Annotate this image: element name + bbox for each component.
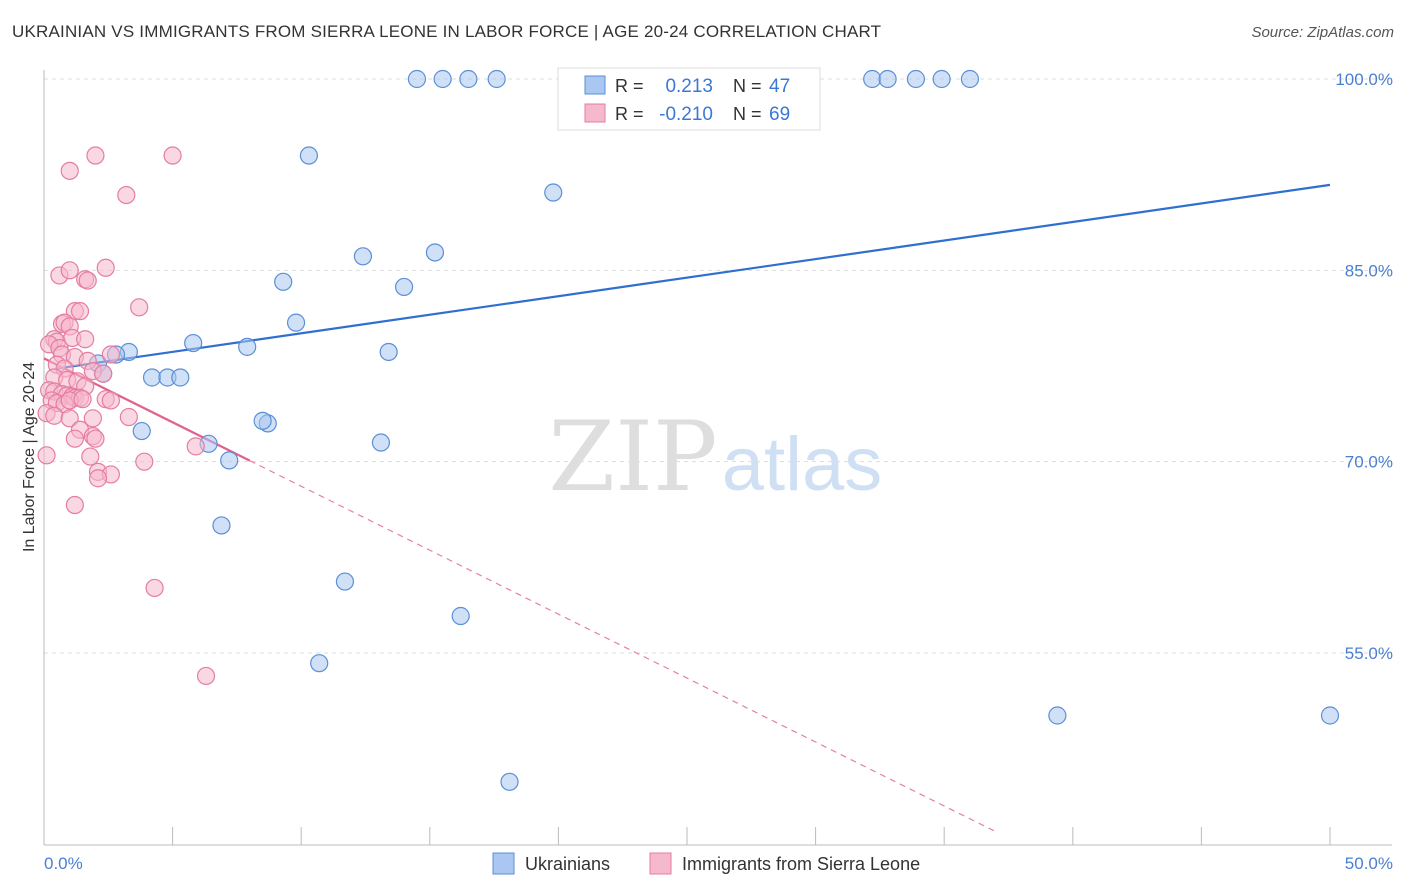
point-sierra-leone [60,161,79,180]
point-sierra-leone [83,409,102,428]
stats-n-label-blue: N = [733,76,762,96]
y-tick-label: 100.0% [1335,70,1393,89]
point-ukrainians [1048,706,1067,725]
point-ukrainians [274,272,293,291]
point-sierra-leone [117,185,136,205]
point-ukrainians [132,421,151,441]
point-sierra-leone [76,330,95,349]
point-ukrainians [286,313,306,332]
series-legend: Ukrainians Immigrants from Sierra Leone [492,852,920,875]
point-sierra-leone [65,429,84,448]
point-ukrainians [171,368,190,387]
stats-swatch-pink [584,103,606,123]
point-sierra-leone [96,258,115,277]
point-sierra-leone [81,447,100,466]
point-sierra-leone [94,364,113,383]
point-ukrainians [220,451,239,470]
point-ukrainians [394,277,414,297]
point-ukrainians [544,183,563,202]
point-ukrainians [451,606,470,626]
point-sierra-leone [101,391,120,410]
chart-title: UKRAINIAN VS IMMIGRANTS FROM SIERRA LEON… [12,22,882,41]
point-sierra-leone [119,407,138,427]
grid-lines [44,78,1392,654]
x-tick-label-min: 0.0% [44,854,83,873]
point-sierra-leone [78,271,97,290]
stats-r-value-blue: 0.213 [665,76,713,97]
stats-n-value-blue: 47 [769,76,790,97]
legend-label-ukrainians: Ukrainians [525,854,610,874]
point-ukrainians [335,572,355,591]
point-sierra-leone [145,578,164,598]
point-ukrainians [433,69,452,89]
watermark-zip: ZIP [548,401,717,513]
point-ukrainians [878,69,897,89]
point-ukrainians [212,516,231,535]
stats-r-value-pink: -0.210 [659,104,713,125]
point-sierra-leone [70,302,90,321]
point-ukrainians [487,69,506,89]
watermark: ZIP atlas [548,401,882,513]
point-ukrainians [299,146,319,165]
point-ukrainians [425,243,445,262]
point-sierra-leone [135,452,154,471]
data-points [37,69,1340,791]
point-sierra-leone [37,446,56,465]
point-sierra-leone [196,666,216,686]
point-sierra-leone [45,406,64,425]
point-sierra-leone [86,429,105,448]
stats-n-value-pink: 69 [769,104,790,125]
chart-source: Source: ZipAtlas.com [1251,24,1394,41]
point-ukrainians [1320,706,1340,725]
point-sierra-leone [130,298,149,317]
stats-r-label-blue: R = [615,76,644,96]
point-ukrainians [932,69,951,89]
point-sierra-leone [86,146,105,165]
point-sierra-leone [60,261,79,280]
trend-line-extension [249,460,996,833]
point-ukrainians [371,433,391,452]
point-ukrainians [142,368,162,387]
stats-swatch-blue [584,75,606,95]
point-sierra-leone [186,437,205,456]
point-sierra-leone [101,345,120,364]
point-ukrainians [379,342,398,362]
point-sierra-leone [65,495,84,515]
point-ukrainians [960,69,980,89]
legend-label-sierra-leone: Immigrants from Sierra Leone [682,854,920,874]
stats-n-label-pink: N = [733,104,762,124]
legend-swatch-sierra-leone [649,852,672,875]
point-ukrainians [459,69,478,89]
watermark-atlas: atlas [722,422,883,507]
y-tick-label: 85.0% [1345,261,1393,280]
point-ukrainians [253,411,272,430]
stats-r-label-pink: R = [615,104,644,124]
point-sierra-leone [163,146,182,165]
y-tick-label: 70.0% [1345,453,1393,472]
y-tick-labels: 55.0% 70.0% 85.0% 100.0% [1335,70,1393,663]
point-ukrainians [310,654,329,673]
point-ukrainians [238,337,257,356]
y-axis-label: In Labor Force | Age 20-24 [21,362,38,552]
point-ukrainians [500,772,519,791]
axes [43,70,1392,846]
point-sierra-leone [60,409,79,428]
point-ukrainians [863,69,882,89]
point-sierra-leone [73,390,92,409]
stats-legend: R = 0.213 N = 47 R = -0.210 N = 69 [557,67,821,131]
y-tick-label: 55.0% [1345,644,1393,663]
point-sierra-leone [88,469,108,488]
point-ukrainians [906,69,926,89]
point-ukrainians [184,333,203,353]
point-ukrainians [353,247,373,266]
trend-line-ukrainians [56,183,1331,370]
legend-swatch-ukrainians [492,852,515,875]
point-ukrainians [407,69,427,89]
x-tick-label-max: 50.0% [1345,854,1393,873]
